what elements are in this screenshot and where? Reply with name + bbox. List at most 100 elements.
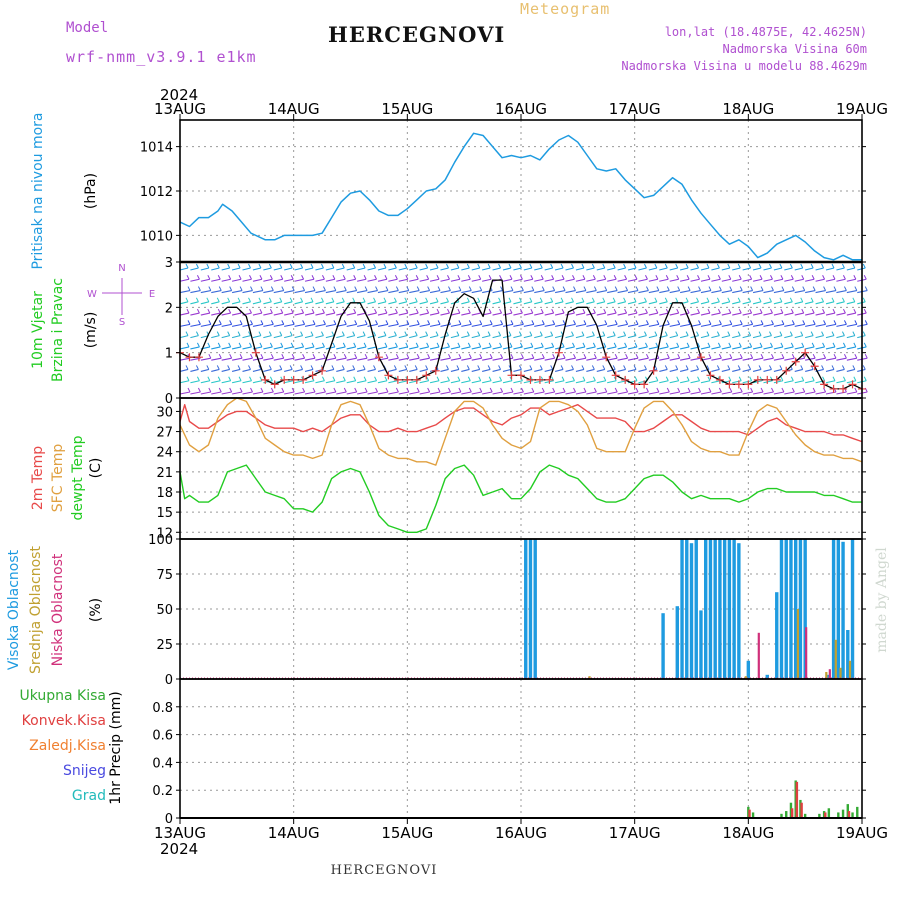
wind-barb [586, 301, 595, 305]
wind-barb [700, 335, 710, 339]
wind-barb-flag [519, 308, 523, 314]
wind-barb [815, 278, 825, 282]
wind-barb [513, 391, 524, 395]
wind-barb [461, 346, 471, 350]
wind-barb [356, 335, 366, 339]
wind-barb-flag [842, 308, 846, 314]
wind-barb [669, 346, 679, 350]
wind-barb-flag [698, 387, 702, 393]
wind-barb-flag [685, 331, 689, 336]
wind-barb-flag [498, 331, 502, 336]
precip-bar [818, 813, 821, 818]
wind-barb [513, 278, 523, 282]
wind-barb-flag [604, 286, 608, 291]
wind-barb [294, 335, 303, 339]
wind-barb [721, 391, 732, 395]
wind-barb-flag [759, 308, 763, 314]
wind-barb [200, 323, 211, 327]
wind-barb [596, 267, 605, 271]
wind-barb-flag [739, 387, 743, 393]
wind-barb-flag [498, 297, 502, 303]
wind-barb [440, 290, 451, 294]
wind-barb-flag [665, 275, 669, 280]
wind-barb [784, 290, 795, 294]
wind-barb [565, 391, 576, 395]
wind-barb-flag [477, 365, 481, 370]
wind-barb [805, 380, 815, 384]
wind-barb-flag [633, 365, 637, 370]
wind-barb [461, 290, 472, 294]
wind-barb [263, 357, 274, 361]
wind-barb [638, 290, 649, 294]
wind-barb-flag [592, 275, 596, 280]
wind-barb [554, 391, 566, 395]
wind-barb-flag [375, 320, 378, 325]
wind-barb-flag [552, 387, 556, 393]
wind-barb [805, 323, 816, 327]
cloud-bar [825, 672, 828, 679]
cloud-bar [737, 543, 741, 679]
wind-barb-flag [833, 320, 837, 325]
wind-barb-flag [499, 308, 503, 314]
wind-barb-flag [395, 286, 399, 291]
wind-barb [221, 368, 230, 372]
wind-barb [409, 357, 420, 361]
wind-barb [575, 267, 585, 271]
wind-barb-flag [539, 297, 543, 303]
wind-barb [815, 301, 824, 305]
wind-barb-flag [758, 297, 762, 303]
wind-barb [554, 267, 564, 271]
wind-barb [419, 368, 428, 372]
wind-barb [200, 267, 209, 271]
wind-barb-flag [426, 376, 430, 381]
wind-barb-flag [698, 320, 702, 325]
wind-barb [690, 312, 700, 316]
wind-barb [586, 335, 595, 339]
wind-barb-flag [375, 387, 378, 393]
wind-barb [513, 301, 522, 305]
wind-barb-flag [342, 342, 346, 348]
wind-barb-flag [311, 308, 315, 314]
wind-barb-flag [312, 387, 316, 393]
wind-barb-flag [467, 308, 471, 314]
wind-barb [544, 290, 555, 294]
wind-barb-flag [635, 387, 639, 393]
wind-barb-flag [603, 275, 607, 280]
wind-barb [221, 391, 232, 395]
wind-barb-flag [823, 320, 827, 325]
wind-barb [523, 323, 534, 327]
wind-barb [492, 301, 501, 305]
wind-barb-flag [822, 275, 826, 280]
wind-barb [648, 323, 659, 327]
wind-barb-flag [748, 365, 752, 370]
wind-barb [211, 278, 221, 282]
wind-barb-flag [425, 365, 429, 370]
wind-barb [534, 368, 543, 372]
wind-barb-flag [468, 387, 472, 393]
wind-barb [711, 278, 721, 282]
wind-barb [419, 290, 430, 294]
wind-barb [461, 278, 471, 282]
wind-barb-flag [562, 286, 566, 291]
wind-barb-flag [790, 342, 794, 348]
wind-barb [659, 346, 669, 350]
wind-barb-flag [186, 376, 190, 381]
wind-barb-flag [810, 297, 814, 303]
wind-barb [617, 312, 627, 316]
wind-barb-flag [509, 342, 513, 348]
wind-barb [711, 346, 721, 350]
wind-barb [627, 357, 639, 361]
wind-barb [388, 357, 399, 361]
wind-barb-flag [322, 376, 325, 381]
wind-marker [715, 375, 724, 384]
wind-barb-flag [259, 275, 263, 280]
wind-barb-flag [260, 286, 264, 291]
wind-barb-flag [227, 365, 231, 370]
precip-bar [827, 808, 831, 818]
wind-barb-flag [302, 353, 306, 359]
wind-barb-flag [664, 263, 668, 269]
wind-barb-flag [239, 320, 243, 325]
wind-barb [752, 335, 762, 339]
wind-barb [700, 346, 711, 350]
wind-barb [721, 323, 732, 327]
